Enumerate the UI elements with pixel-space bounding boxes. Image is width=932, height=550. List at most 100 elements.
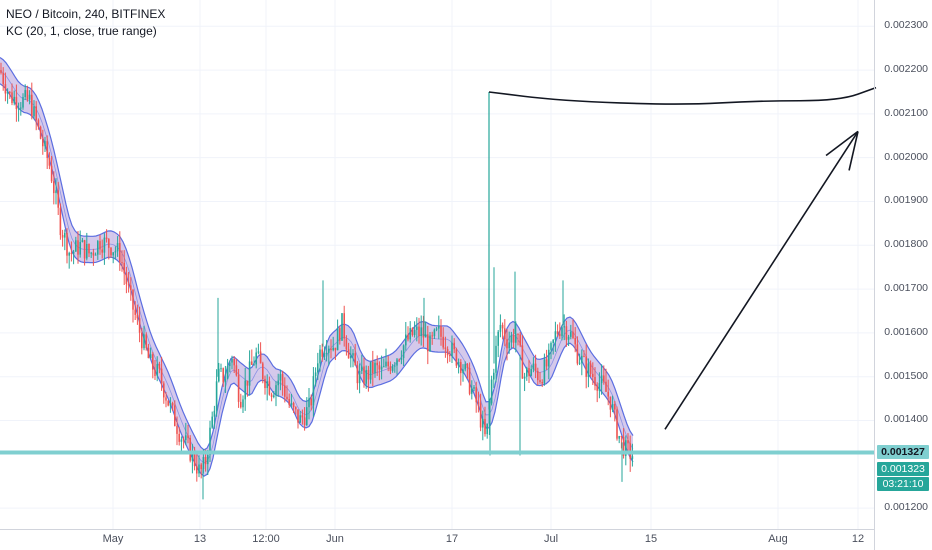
- candle-body: [200, 464, 202, 470]
- candle-body: [314, 372, 317, 377]
- candle-body: [574, 337, 576, 345]
- candle-body: [207, 455, 209, 465]
- candle-body: [284, 385, 286, 397]
- candle-body: [422, 327, 425, 338]
- candle-body: [383, 366, 385, 368]
- candle-body: [112, 252, 114, 256]
- candle-body: [127, 283, 130, 286]
- candle-body: [380, 366, 383, 370]
- candle-body: [336, 328, 339, 351]
- candle-body: [609, 396, 612, 410]
- candle-body: [138, 318, 141, 333]
- candle-body: [213, 410, 216, 417]
- price-axis-label: 0.001200: [884, 501, 928, 514]
- candle-body: [420, 327, 422, 337]
- candle-body: [116, 243, 119, 252]
- candle-body: [328, 348, 330, 353]
- candle-body: [240, 401, 242, 408]
- candle-body: [464, 364, 466, 370]
- drawing-arrowhead: [825, 130, 859, 157]
- candle-body: [486, 423, 488, 435]
- candle-body: [79, 241, 81, 255]
- candle-body: [242, 399, 244, 408]
- candle-body: [35, 106, 37, 121]
- candle-body: [627, 440, 629, 444]
- candle-body: [563, 326, 565, 328]
- user-drawings[interactable]: [488, 86, 877, 430]
- candle-body: [499, 324, 502, 332]
- candle-body: [53, 181, 55, 194]
- candle-body: [361, 366, 363, 372]
- indicator-title[interactable]: KC (20, 1, close, true range): [6, 24, 157, 38]
- candle-body: [262, 363, 264, 379]
- price-axis-label: 0.002000: [884, 150, 928, 163]
- candle-body: [402, 345, 405, 359]
- candle-body: [275, 385, 277, 396]
- candle-body: [306, 407, 308, 426]
- candle-body: [20, 107, 22, 109]
- candle-body: [37, 120, 40, 127]
- candle-body: [405, 334, 407, 346]
- candle-body: [506, 339, 508, 349]
- candle-body: [174, 405, 176, 427]
- candle-body: [581, 355, 583, 363]
- candle-body: [618, 436, 620, 439]
- candle-body: [281, 374, 284, 386]
- candle-body: [488, 403, 491, 424]
- candle-body: [561, 327, 563, 337]
- candle-body: [363, 366, 365, 384]
- candle-body: [416, 326, 418, 330]
- candle-body: [466, 364, 469, 368]
- chart-grid: [0, 0, 874, 530]
- time-axis-label: Jun: [326, 533, 344, 545]
- candle-body: [198, 464, 200, 474]
- candle-body: [145, 334, 147, 349]
- candle-body: [48, 157, 51, 166]
- candle-body: [59, 207, 62, 236]
- candle-body: [28, 94, 31, 100]
- candle-body: [185, 435, 187, 441]
- candle-body: [431, 335, 433, 337]
- candle-body: [510, 335, 513, 343]
- candle-body: [495, 345, 497, 373]
- candle-body: [578, 362, 581, 364]
- candle-body: [191, 451, 194, 461]
- candle-body: [559, 333, 561, 337]
- candle-body: [477, 402, 480, 404]
- candle-body: [176, 426, 178, 434]
- candle-body: [391, 366, 394, 371]
- candle-body: [570, 331, 572, 337]
- candle-body: [70, 252, 73, 254]
- candle-body: [125, 273, 128, 284]
- candle-body: [389, 366, 392, 371]
- candle-body: [165, 397, 167, 401]
- candle-body: [622, 436, 625, 456]
- candle-body: [90, 252, 92, 254]
- candle-body: [438, 326, 440, 329]
- candle-body: [154, 369, 156, 376]
- price-axis-label: 0.002100: [884, 106, 928, 119]
- price-axis-label: 0.001400: [884, 413, 928, 426]
- candle-body: [297, 409, 299, 423]
- candle-body: [451, 342, 453, 357]
- candle-body: [160, 368, 163, 384]
- symbol-title[interactable]: NEO / Bitcoin, 240, BITFINEX: [6, 7, 166, 21]
- candle-body: [147, 348, 150, 359]
- candle-body: [552, 339, 554, 343]
- candle-body: [237, 375, 240, 402]
- keltner-middle: [0, 70, 634, 464]
- candle-body: [299, 415, 301, 423]
- time-axis-label: Jul: [543, 533, 559, 545]
- candle-body: [2, 72, 4, 85]
- candle-body: [6, 92, 9, 94]
- candle-body: [365, 369, 367, 384]
- time-axis-label: 12:00: [252, 533, 280, 545]
- candle-body: [88, 244, 90, 254]
- candle-body: [352, 353, 354, 356]
- candle-body: [543, 359, 546, 384]
- candle-body: [312, 376, 315, 406]
- candle-body: [453, 342, 455, 350]
- time-axis-label: 12: [851, 533, 865, 545]
- candle-body: [347, 349, 350, 359]
